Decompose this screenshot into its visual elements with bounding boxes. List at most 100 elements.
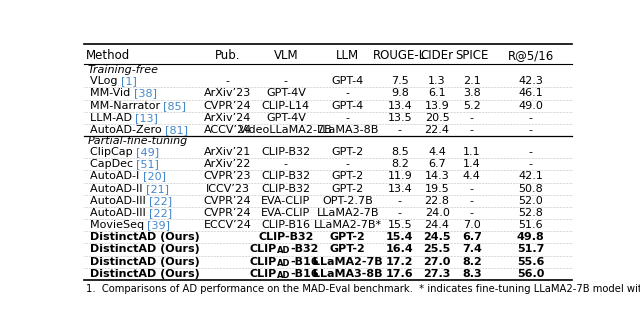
Text: [1]: [1] xyxy=(121,76,137,86)
Text: 52.0: 52.0 xyxy=(518,196,543,206)
Text: AutoAD-I: AutoAD-I xyxy=(90,172,143,182)
Text: MM-Narrator: MM-Narrator xyxy=(90,101,163,111)
Text: 8.3: 8.3 xyxy=(462,269,482,279)
Text: 13.9: 13.9 xyxy=(425,101,449,111)
Text: 22.4: 22.4 xyxy=(424,125,450,135)
Text: 8.2: 8.2 xyxy=(391,159,409,169)
Text: [20]: [20] xyxy=(143,172,166,182)
Text: [21]: [21] xyxy=(146,184,169,194)
Text: 55.6: 55.6 xyxy=(517,257,545,267)
Text: 6.7: 6.7 xyxy=(428,159,446,169)
Text: LLM: LLM xyxy=(336,49,360,62)
Text: 14.3: 14.3 xyxy=(425,172,449,182)
Text: [22]: [22] xyxy=(149,208,172,218)
Text: GPT-4: GPT-4 xyxy=(332,76,364,86)
Text: OPT-2.7B: OPT-2.7B xyxy=(323,196,373,206)
Text: VideoLLaMA2-7B: VideoLLaMA2-7B xyxy=(239,125,333,135)
Text: DistinctAD (Ours): DistinctAD (Ours) xyxy=(90,232,200,242)
Text: 27.0: 27.0 xyxy=(424,257,451,267)
Text: 46.1: 46.1 xyxy=(518,88,543,99)
Text: -: - xyxy=(470,125,474,135)
Text: -: - xyxy=(346,88,350,99)
Text: 51.7: 51.7 xyxy=(517,244,545,255)
Text: 52.8: 52.8 xyxy=(518,208,543,218)
Text: [51]: [51] xyxy=(136,159,159,169)
Text: 3.8: 3.8 xyxy=(463,88,481,99)
Text: LLaMA3-8B: LLaMA3-8B xyxy=(313,269,383,279)
Text: -: - xyxy=(529,147,532,157)
Text: ClipCap: ClipCap xyxy=(90,147,136,157)
Text: Pub.: Pub. xyxy=(215,49,240,62)
Text: 50.8: 50.8 xyxy=(518,184,543,194)
Text: 11.9: 11.9 xyxy=(388,172,412,182)
Text: CVPR’24: CVPR’24 xyxy=(204,101,252,111)
Text: Method: Method xyxy=(86,49,130,62)
Text: 16.4: 16.4 xyxy=(386,244,414,255)
Text: ROUGE-L: ROUGE-L xyxy=(373,49,426,62)
Text: CapDec: CapDec xyxy=(90,159,136,169)
Text: CLIP-B32: CLIP-B32 xyxy=(261,184,310,194)
Text: -: - xyxy=(470,196,474,206)
Text: 22.8: 22.8 xyxy=(424,196,450,206)
Text: -: - xyxy=(529,125,532,135)
Text: 8.2: 8.2 xyxy=(462,257,482,267)
Text: 42.3: 42.3 xyxy=(518,76,543,86)
Text: 27.3: 27.3 xyxy=(424,269,451,279)
Text: ACCV’24: ACCV’24 xyxy=(204,125,252,135)
Text: 15.4: 15.4 xyxy=(386,232,413,242)
Text: LLM-AD: LLM-AD xyxy=(90,113,135,123)
Text: 17.2: 17.2 xyxy=(386,257,413,267)
Text: 42.1: 42.1 xyxy=(518,172,543,182)
Text: 7.0: 7.0 xyxy=(463,220,481,230)
Text: 24.5: 24.5 xyxy=(424,232,451,242)
Text: 1.1: 1.1 xyxy=(463,147,481,157)
Text: 1.3: 1.3 xyxy=(428,76,446,86)
Text: 24.0: 24.0 xyxy=(425,208,449,218)
Text: 19.5: 19.5 xyxy=(425,184,449,194)
Text: -B16: -B16 xyxy=(290,257,319,267)
Text: MovieSeq: MovieSeq xyxy=(90,220,147,230)
Text: 13.4: 13.4 xyxy=(388,101,412,111)
Text: ArXiv’21: ArXiv’21 xyxy=(204,147,251,157)
Text: 51.6: 51.6 xyxy=(518,220,543,230)
Text: EVA-CLIP: EVA-CLIP xyxy=(261,208,310,218)
Text: [22]: [22] xyxy=(149,196,172,206)
Text: ECCV’24: ECCV’24 xyxy=(204,220,252,230)
Text: 6.7: 6.7 xyxy=(462,232,482,242)
Text: 6.1: 6.1 xyxy=(428,88,446,99)
Text: 49.0: 49.0 xyxy=(518,101,543,111)
Text: CLIP: CLIP xyxy=(250,257,276,267)
Text: 1.4: 1.4 xyxy=(463,159,481,169)
Text: -: - xyxy=(398,196,402,206)
Text: -: - xyxy=(398,208,402,218)
Text: 13.5: 13.5 xyxy=(388,113,412,123)
Text: CLIP: CLIP xyxy=(250,269,276,279)
Text: AD: AD xyxy=(276,247,290,256)
Text: ArXiv’22: ArXiv’22 xyxy=(204,159,252,169)
Text: -: - xyxy=(346,113,350,123)
Text: 49.8: 49.8 xyxy=(516,232,545,242)
Text: CLIP-B32: CLIP-B32 xyxy=(261,147,310,157)
Text: CVPR’24: CVPR’24 xyxy=(204,208,252,218)
Text: AD: AD xyxy=(276,271,290,280)
Text: -B32: -B32 xyxy=(290,244,319,255)
Text: 15.5: 15.5 xyxy=(388,220,412,230)
Text: LLaMA2-7B*: LLaMA2-7B* xyxy=(314,220,382,230)
Text: -: - xyxy=(398,125,402,135)
Text: -: - xyxy=(284,76,288,86)
Text: DistinctAD (Ours): DistinctAD (Ours) xyxy=(90,244,200,255)
Text: [81]: [81] xyxy=(165,125,188,135)
Text: GPT-2: GPT-2 xyxy=(330,232,365,242)
Text: GPT-2: GPT-2 xyxy=(332,147,364,157)
Text: CLIP-B16: CLIP-B16 xyxy=(261,220,310,230)
Text: -: - xyxy=(470,113,474,123)
Text: ArXiv’24: ArXiv’24 xyxy=(204,113,252,123)
Text: -: - xyxy=(346,159,350,169)
Text: CLIP-L14: CLIP-L14 xyxy=(262,101,310,111)
Text: ICCV’23: ICCV’23 xyxy=(205,184,250,194)
Text: GPT-4V: GPT-4V xyxy=(266,113,306,123)
Text: 9.8: 9.8 xyxy=(391,88,409,99)
Text: DistinctAD (Ours): DistinctAD (Ours) xyxy=(90,257,200,267)
Text: 4.4: 4.4 xyxy=(428,147,446,157)
Text: -: - xyxy=(470,184,474,194)
